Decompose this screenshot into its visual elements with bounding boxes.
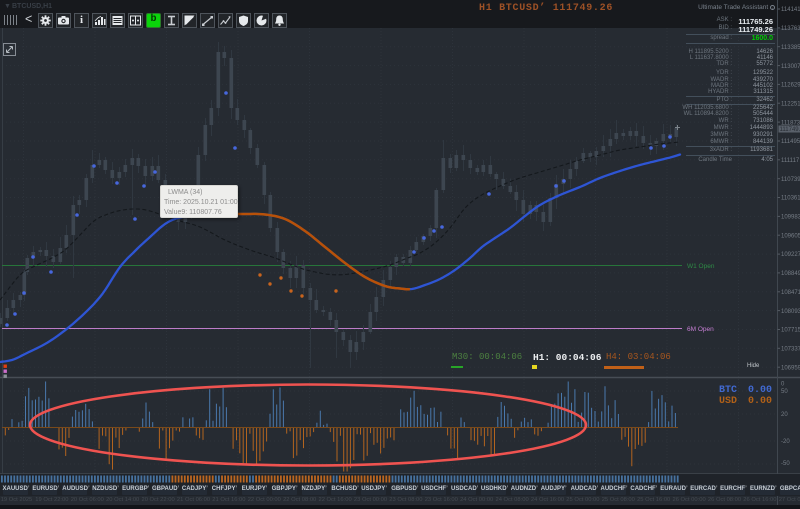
svg-text:0: 0 <box>781 382 785 388</box>
svg-text:113763: 113763 <box>781 26 800 32</box>
svg-text:114141: 114141 <box>781 7 800 13</box>
svg-text:107337: 107337 <box>781 347 800 353</box>
svg-text:107715: 107715 <box>781 328 800 334</box>
svg-text:109983: 109983 <box>781 215 800 221</box>
svg-text:111873: 111873 <box>781 120 800 126</box>
svg-text:111495: 111495 <box>781 139 800 145</box>
svg-text:106959: 106959 <box>781 365 800 371</box>
svg-text:110739: 110739 <box>781 177 800 183</box>
svg-text:111117: 111117 <box>781 158 800 164</box>
svg-text:6M Open: 6M Open <box>687 326 714 333</box>
svg-text:108471: 108471 <box>781 290 800 296</box>
svg-text:109227: 109227 <box>781 252 800 258</box>
svg-text:113385: 113385 <box>781 45 800 51</box>
svg-text:113007: 113007 <box>781 64 800 70</box>
svg-text:110361: 110361 <box>781 196 800 202</box>
svg-text:112629: 112629 <box>781 83 800 89</box>
svg-text:108849: 108849 <box>781 271 800 277</box>
svg-text:112251: 112251 <box>781 102 800 108</box>
svg-text:-50: -50 <box>781 461 790 467</box>
svg-text:20: 20 <box>781 412 788 418</box>
svg-text:W1 Open: W1 Open <box>687 263 715 270</box>
svg-text:109605: 109605 <box>781 233 800 239</box>
svg-text:111749.26: 111749.26 <box>780 127 800 133</box>
svg-text:108093: 108093 <box>781 309 800 315</box>
svg-text:-20: -20 <box>781 439 790 445</box>
svg-text:50: 50 <box>781 389 788 395</box>
